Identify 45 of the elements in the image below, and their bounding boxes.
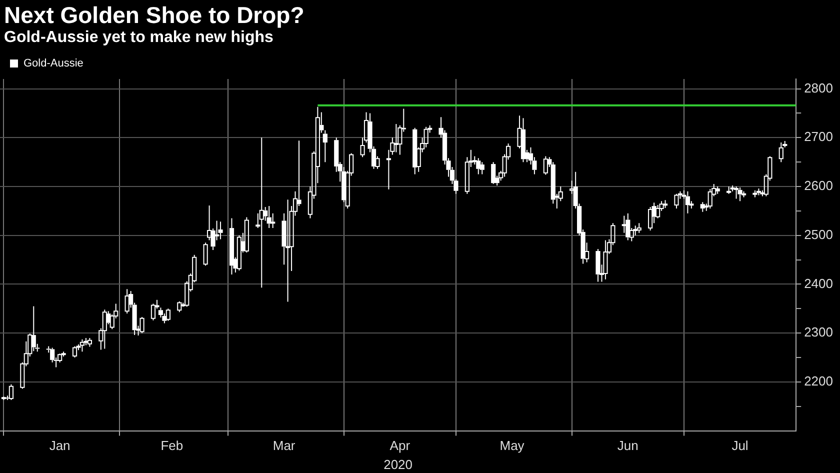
- y-tick-label: 2500: [804, 226, 833, 242]
- candlestick: [270, 212, 276, 229]
- candlestick: [476, 158, 481, 175]
- x-axis-title: 2020: [384, 456, 412, 472]
- candlestick: [480, 162, 484, 175]
- x-tick-label: Jun: [617, 438, 638, 454]
- candlestick: [124, 288, 130, 314]
- candlestick: [738, 186, 742, 202]
- x-tick-label: Jul: [732, 438, 748, 454]
- candlestick: [603, 240, 608, 280]
- candlestick: [229, 218, 234, 275]
- candlestick: [734, 186, 739, 200]
- candlestick: [491, 162, 496, 185]
- y-tick-label: 2200: [804, 374, 833, 389]
- y-tick-label: 2700: [804, 129, 833, 144]
- chart-subtitle: Gold-Aussie yet to make new highs: [3, 28, 274, 48]
- y-tick-label: 2400: [804, 276, 833, 291]
- chart-title: Next Golden Shoe to Drop?: [3, 1, 306, 28]
- y-tick-label: 2300: [804, 324, 833, 340]
- candlestick: [31, 306, 36, 352]
- candlestick: [80, 338, 85, 352]
- candlestick: [685, 190, 690, 214]
- candlestick: [596, 248, 600, 282]
- x-tick-label: Jan: [49, 438, 70, 454]
- candlestick: [102, 309, 107, 350]
- candlestick: [520, 118, 526, 163]
- x-tick-label: May: [500, 438, 525, 454]
- candlestick: [778, 142, 784, 163]
- x-tick-label: Feb: [160, 438, 184, 454]
- x-tick-label: Apr: [390, 438, 411, 454]
- candlestick: [636, 222, 642, 234]
- y-tick-label: 2800: [804, 80, 833, 96]
- candlestick: [622, 215, 626, 234]
- candlestick: [626, 212, 630, 241]
- candlestick: [715, 186, 720, 194]
- y-tick-label: 2600: [804, 178, 833, 194]
- candlestick: [322, 130, 328, 163]
- x-tick-label: Mar: [272, 438, 296, 454]
- candlestick: [700, 202, 705, 212]
- candlestick: [412, 127, 418, 175]
- candlestick: [218, 221, 223, 240]
- legend-label: Gold-Aussie: [24, 58, 84, 70]
- candlestick: [394, 123, 398, 153]
- candlestick: [259, 137, 264, 288]
- candlestick: [285, 199, 290, 302]
